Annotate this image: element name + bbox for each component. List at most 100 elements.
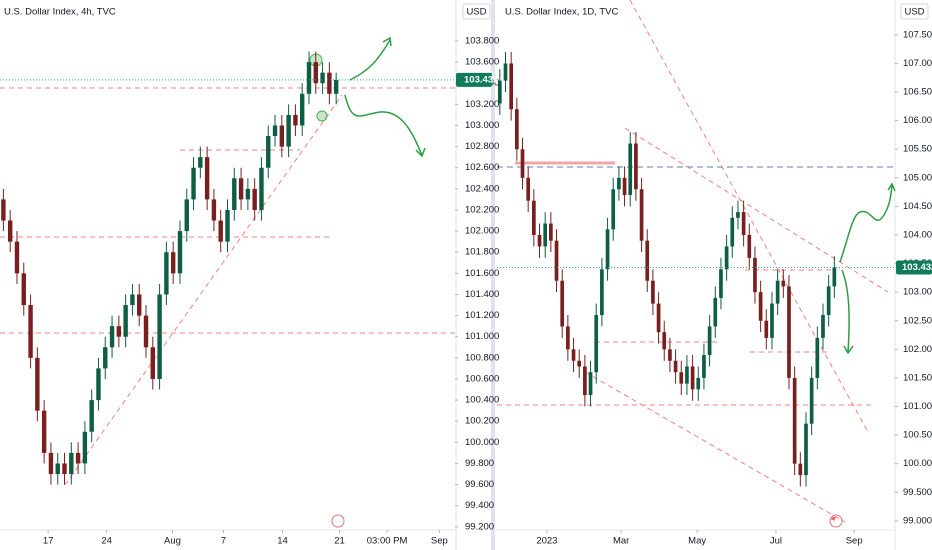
y-tick-label: 105.000 [903, 172, 932, 183]
candle-body [41, 410, 47, 453]
candle-body [259, 167, 264, 210]
candle-body [306, 62, 312, 94]
candle-body [798, 463, 803, 476]
candle-body [515, 109, 519, 150]
candle-body [286, 114, 291, 147]
y-tick-label: 104.000 [903, 229, 932, 240]
candle-body [611, 189, 616, 230]
candle-body [232, 178, 237, 210]
candle-body [736, 212, 740, 218]
candle-body [204, 157, 210, 200]
candle-body [333, 79, 339, 94]
candle-body [116, 326, 122, 337]
candle-body [526, 177, 531, 201]
candle-body [656, 303, 661, 333]
y-tick-label: 100.600 [465, 373, 499, 384]
y-tick-label: 104.500 [903, 201, 932, 212]
x-tick-label: 21 [334, 536, 345, 547]
trend-line [624, 127, 889, 293]
candle-body [137, 294, 142, 316]
candle-body [170, 252, 176, 274]
drawings-left [0, 36, 455, 486]
y-tick-label: 102.000 [903, 344, 932, 355]
candle-body [639, 189, 644, 241]
y-tick-label: 99.800 [465, 458, 494, 469]
y-tick-label: 100.200 [465, 416, 499, 427]
candle-body [713, 297, 718, 327]
arrow-down [344, 94, 426, 158]
candle-body [245, 188, 251, 200]
candle-body [225, 209, 230, 242]
y-tick-label: 101.000 [903, 401, 932, 412]
candle-body [758, 292, 763, 321]
event-icon [829, 514, 843, 528]
candle-body [826, 286, 831, 316]
candle-body [690, 366, 695, 390]
y-tick-label: 100.500 [903, 430, 932, 441]
x-tick-label: 2023 [536, 536, 557, 547]
y-tick-label: 107.500 [903, 29, 932, 40]
candle-body [327, 72, 332, 94]
candle-body [69, 452, 74, 475]
arrow-down [841, 269, 854, 355]
y-tick-label: 101.800 [465, 247, 499, 258]
x-tick-label: Mar [613, 536, 629, 547]
chart-title: U.S. Dollar Index, 4h, TVC [4, 7, 116, 18]
last-price-box [456, 72, 492, 87]
x-tick-label: Aug [164, 536, 181, 547]
x-tick-label: 14 [277, 536, 288, 547]
candle-body [130, 294, 135, 306]
currency-box [462, 3, 491, 20]
candle-body [320, 72, 325, 84]
x-tick-label: Sep [431, 536, 448, 547]
arrow-up [349, 36, 392, 81]
candle-body [35, 357, 40, 411]
event-icon [831, 513, 836, 524]
candle-body [645, 240, 650, 281]
marker [316, 110, 328, 122]
candle-body [821, 315, 825, 338]
candle-body [543, 223, 548, 247]
candle-body [509, 63, 514, 110]
candle-body [549, 223, 553, 241]
y-tick-label: 99.200 [465, 521, 494, 532]
x-tick-label: May [688, 536, 706, 547]
candle-body [804, 423, 808, 476]
candle-body [537, 234, 542, 247]
candle-body [177, 231, 183, 274]
y-tick-label: 100.400 [465, 395, 499, 406]
candle-body [634, 143, 638, 190]
y-tick-label: 101.200 [465, 310, 499, 321]
candle-body [832, 267, 837, 287]
y-tick-label: 106.500 [903, 87, 932, 98]
candle-body [560, 280, 565, 327]
candle-body [651, 280, 655, 304]
candle-body [28, 305, 33, 358]
y-tick-label: 103.000 [465, 120, 499, 131]
candle-body [313, 62, 318, 84]
y-tick-label: 99.600 [465, 479, 494, 490]
y-tick-label: 105.500 [903, 144, 932, 155]
y-tick-label: 103.600 [465, 57, 499, 68]
y-tick-label: 99.500 [903, 487, 932, 498]
candle-body [252, 188, 257, 210]
candle-body [719, 269, 723, 298]
candle-body [685, 366, 689, 384]
candle-body [747, 234, 752, 258]
candle-body [787, 286, 791, 378]
candle-body [588, 372, 593, 396]
candle-body [299, 93, 305, 126]
x-tick-label: 17 [43, 536, 54, 547]
y-tick-label: 101.000 [465, 331, 499, 342]
candle-body [89, 400, 94, 432]
candle-body [753, 257, 757, 293]
y-tick-label: 102.800 [465, 141, 499, 152]
y-tick-label: 107.000 [903, 58, 932, 69]
candle-body [96, 368, 101, 401]
drawings-right [497, 0, 896, 524]
currency-box [900, 3, 929, 20]
candle-body [566, 326, 570, 350]
candle-body [75, 452, 81, 464]
arrow-up [839, 182, 896, 263]
candle-body [724, 246, 729, 270]
